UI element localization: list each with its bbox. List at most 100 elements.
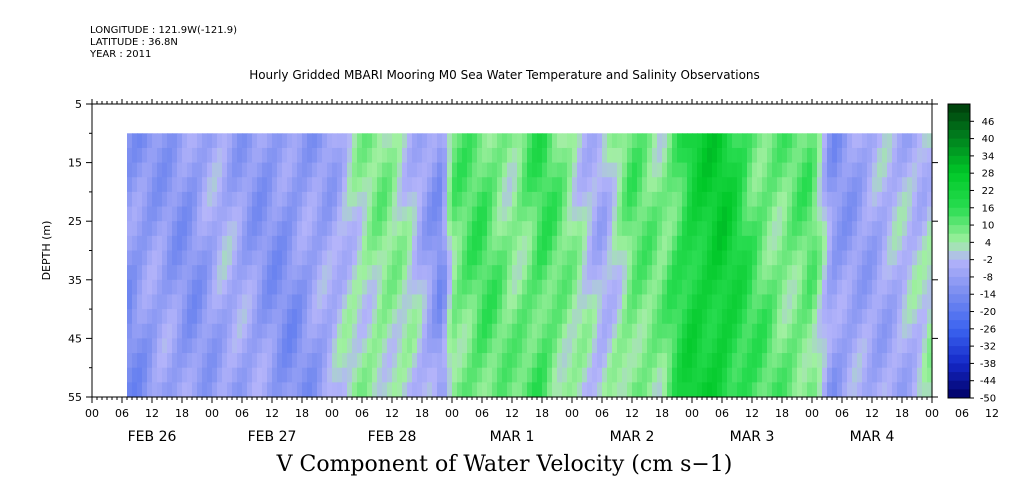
- heatmap-cell: [857, 265, 863, 281]
- heatmap-cell: [912, 177, 918, 193]
- heatmap-cell: [427, 294, 433, 310]
- heatmap-cell: [637, 338, 643, 354]
- x-hour-label: 12: [865, 407, 879, 420]
- heatmap-cell: [502, 162, 508, 178]
- heatmap-cell: [907, 250, 913, 266]
- heatmap-cell: [857, 309, 863, 325]
- heatmap-cell: [437, 382, 443, 398]
- heatmap-cell: [402, 177, 408, 193]
- heatmap-cell: [192, 250, 198, 266]
- heatmap-cell: [282, 177, 288, 193]
- colorbar-segment: [948, 259, 970, 269]
- heatmap-cell: [452, 177, 458, 193]
- heatmap-cell: [852, 279, 858, 296]
- heatmap-cell: [657, 133, 663, 149]
- heatmap-cell: [387, 382, 393, 398]
- heatmap-cell: [802, 250, 808, 266]
- heatmap-cell: [242, 147, 248, 164]
- heatmap-cell: [522, 367, 528, 383]
- heatmap-cell: [827, 265, 833, 281]
- heatmap-cell: [142, 338, 148, 354]
- heatmap-cell: [652, 147, 658, 164]
- heatmap-cell: [467, 206, 473, 222]
- heatmap-cell: [442, 250, 448, 266]
- heatmap-cell: [272, 191, 278, 208]
- heatmap-cell: [247, 235, 253, 252]
- heatmap-cell: [637, 191, 643, 208]
- heatmap-cell: [772, 338, 778, 354]
- heatmap-cell: [797, 162, 803, 178]
- heatmap-cell: [342, 309, 348, 325]
- heatmap-cell: [137, 191, 143, 208]
- heatmap-cell: [462, 221, 468, 237]
- heatmap-cell: [527, 323, 533, 339]
- heatmap-cell: [852, 177, 858, 193]
- heatmap-cell: [832, 294, 838, 310]
- heatmap-cell: [197, 206, 203, 222]
- heatmap-cell: [877, 221, 883, 237]
- heatmap-cell: [642, 206, 648, 222]
- heatmap-cell: [387, 338, 393, 354]
- heatmap-cell: [577, 323, 583, 339]
- heatmap-cell: [677, 221, 683, 237]
- heatmap-cell: [367, 294, 373, 310]
- heatmap-cell: [607, 235, 613, 252]
- x-hour-label: 18: [415, 407, 429, 420]
- heatmap-cell: [147, 162, 153, 178]
- heatmap-cell: [172, 133, 178, 149]
- x-hour-label: 06: [475, 407, 489, 420]
- heatmap-cell: [667, 309, 673, 325]
- heatmap-cell: [717, 309, 723, 325]
- heatmap-cell: [687, 133, 693, 149]
- heatmap-cell: [527, 309, 533, 325]
- heatmap-cell: [432, 323, 438, 339]
- heatmap-cell: [472, 338, 478, 354]
- x-hour-label: 12: [505, 407, 519, 420]
- heatmap-cell: [197, 250, 203, 266]
- heatmap-cell: [427, 235, 433, 252]
- heatmap-cell: [492, 177, 498, 193]
- heatmap-cell: [377, 323, 383, 339]
- heatmap-cell: [387, 133, 393, 149]
- heatmap-cell: [307, 367, 313, 383]
- heatmap-cell: [622, 147, 628, 164]
- heatmap-cell: [467, 147, 473, 164]
- heatmap-cell: [927, 309, 933, 325]
- heatmap-cell: [662, 147, 668, 164]
- heatmap-cell: [562, 367, 568, 383]
- heatmap-cell: [852, 309, 858, 325]
- heatmap-cell: [872, 353, 878, 369]
- heatmap-cell: [272, 338, 278, 354]
- heatmap-cell: [592, 221, 598, 237]
- heatmap-cell: [812, 191, 818, 208]
- heatmap-cell: [897, 367, 903, 383]
- heatmap-cell: [902, 294, 908, 310]
- heatmap-cell: [837, 323, 843, 339]
- heatmap-cell: [562, 191, 568, 208]
- heatmap-cell: [477, 294, 483, 310]
- heatmap-cell: [777, 250, 783, 266]
- heatmap-cell: [867, 206, 873, 222]
- heatmap-cell: [377, 191, 383, 208]
- heatmap-cell: [777, 367, 783, 383]
- heatmap-cell: [567, 191, 573, 208]
- heatmap-cell: [912, 235, 918, 252]
- heatmap-cell: [497, 323, 503, 339]
- heatmap-cell: [477, 353, 483, 369]
- heatmap-cell: [647, 147, 653, 164]
- heatmap-cell: [722, 206, 728, 222]
- heatmap-cell: [547, 162, 553, 178]
- heatmap-cell: [177, 162, 183, 178]
- heatmap-cell: [897, 382, 903, 398]
- heatmap-cell: [392, 133, 398, 149]
- heatmap-cell: [692, 382, 698, 398]
- heatmap-cell: [352, 206, 358, 222]
- heatmap-cell: [132, 294, 138, 310]
- heatmap-cell: [392, 162, 398, 178]
- heatmap-cell: [262, 147, 268, 164]
- heatmap-cell: [677, 162, 683, 178]
- heatmap-cell: [652, 265, 658, 281]
- heatmap-cell: [882, 191, 888, 208]
- heatmap-cell: [262, 133, 268, 149]
- heatmap-cell: [762, 338, 768, 354]
